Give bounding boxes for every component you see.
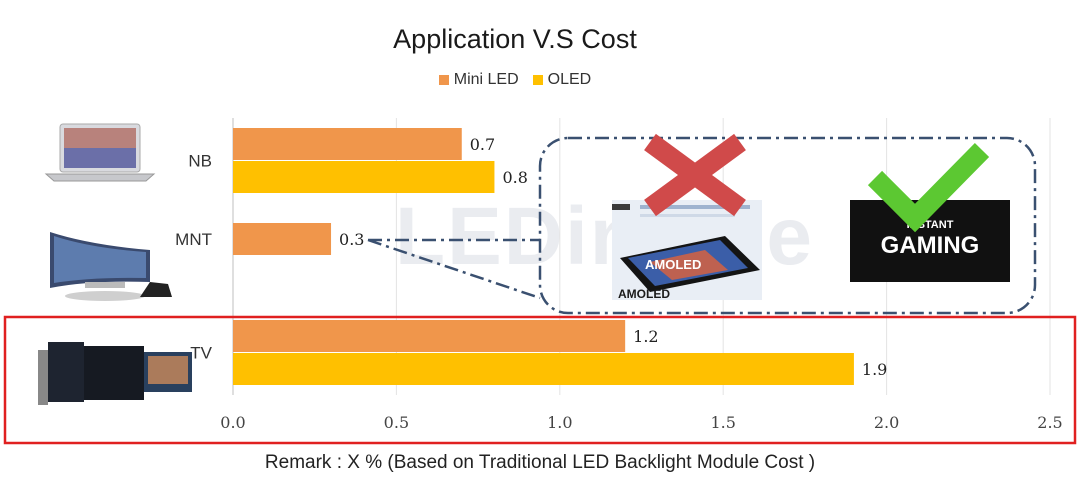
data-label: 1.9 bbox=[862, 360, 887, 379]
cross-icon bbox=[644, 133, 746, 217]
callout-connector bbox=[367, 238, 541, 300]
gaming-text-large: GAMING bbox=[881, 232, 980, 259]
laptop-icon bbox=[44, 123, 156, 182]
bar-oled bbox=[233, 161, 495, 193]
x-tick-label: 1.0 bbox=[547, 413, 572, 432]
data-label: 0.7 bbox=[470, 135, 495, 154]
x-tick-label: 1.5 bbox=[710, 413, 735, 432]
monitor-icon bbox=[50, 232, 172, 301]
legend-swatch-oled bbox=[532, 75, 543, 85]
legend-label-oled: OLED bbox=[547, 71, 592, 88]
amoled-caption: AMOLED bbox=[618, 287, 670, 301]
bar-mini-led bbox=[233, 320, 626, 352]
bar-mini-led bbox=[233, 128, 462, 160]
data-label: 1.2 bbox=[633, 327, 658, 346]
x-tick-label: 2.0 bbox=[874, 413, 899, 432]
amoled-phone-image: AMOLED AMOLED bbox=[612, 200, 762, 301]
data-label: 0.3 bbox=[339, 230, 364, 249]
x-tick-label: 2.5 bbox=[1037, 413, 1062, 432]
x-tick-label: 0.0 bbox=[220, 413, 245, 432]
tv-icon bbox=[38, 342, 192, 405]
category-label: NB bbox=[188, 152, 212, 171]
remark-text: Remark : X % (Based on Traditional LED B… bbox=[264, 452, 816, 473]
legend-item-oled: OLED bbox=[532, 71, 592, 89]
legend-item-mini-led: Mini LED bbox=[438, 71, 519, 89]
legend-label-mini-led: Mini LED bbox=[453, 71, 519, 88]
amoled-logo-text: AMOLED bbox=[645, 257, 701, 272]
chart-title: Application V.S Cost bbox=[393, 24, 637, 54]
legend-swatch-mini-led bbox=[438, 75, 449, 85]
category-label: TV bbox=[190, 344, 212, 363]
legend: Mini LED OLED bbox=[0, 71, 1030, 89]
callout-box bbox=[538, 136, 1037, 315]
bar-oled bbox=[233, 353, 854, 385]
tv-highlight-frame bbox=[3, 315, 1077, 445]
data-label: 0.8 bbox=[502, 168, 527, 187]
x-tick-label: 0.5 bbox=[384, 413, 409, 432]
check-icon bbox=[867, 142, 990, 233]
category-label: MNT bbox=[175, 230, 212, 249]
bar-mini-led bbox=[233, 223, 332, 255]
